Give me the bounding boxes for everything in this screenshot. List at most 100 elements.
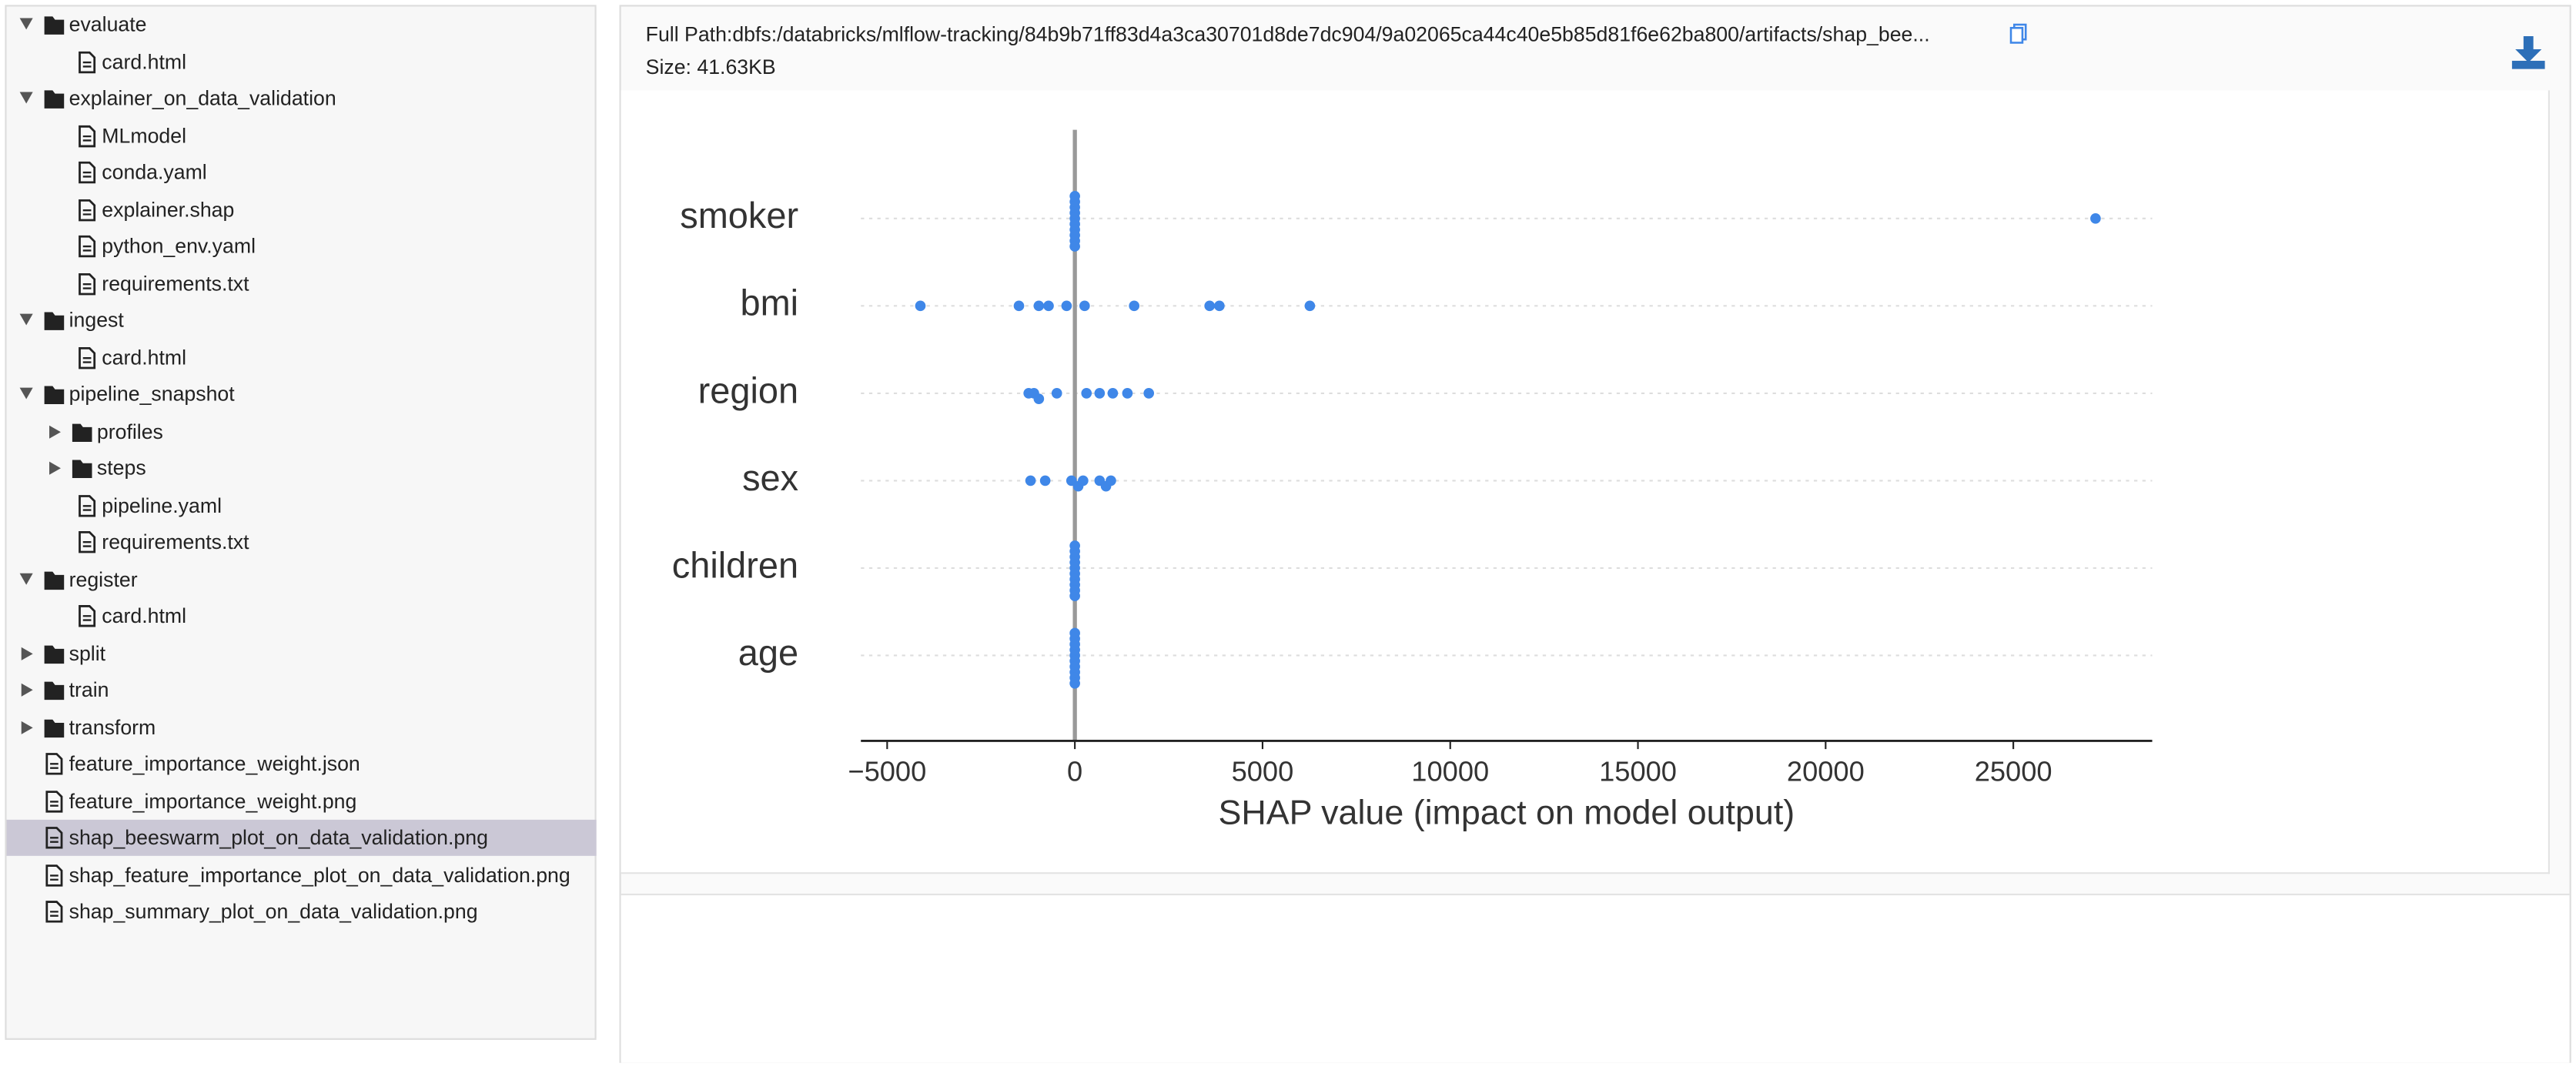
folder-icon — [44, 386, 65, 404]
expand-caret[interactable] — [49, 461, 61, 475]
shap-point — [1079, 300, 1090, 312]
shap-point — [1069, 241, 1080, 252]
shap-point — [1122, 388, 1133, 399]
tree-label[interactable]: ingest — [69, 309, 124, 333]
tree-label[interactable]: MLmodel — [102, 124, 187, 147]
tree-label[interactable]: shap_beeswarm_plot_on_data_validation.pn… — [69, 826, 488, 850]
tree-label[interactable]: feature_importance_weight.png — [69, 789, 357, 813]
tree-label[interactable]: card.html — [102, 50, 187, 73]
tree-label[interactable]: conda.yaml — [102, 161, 207, 185]
tree-label[interactable]: evaluate — [69, 13, 147, 36]
folder-shape — [72, 460, 92, 478]
file-shape — [79, 161, 96, 184]
tree-row[interactable]: requirements.txt — [7, 266, 597, 302]
tree-label[interactable]: shap_summary_plot_on_data_validation.png — [69, 900, 478, 924]
file-icon — [79, 494, 96, 517]
tree-row[interactable]: pipeline_snapshot — [7, 376, 597, 413]
tree-row[interactable]: register — [7, 561, 597, 597]
tree-label[interactable]: train — [69, 678, 109, 702]
tree-row[interactable]: transform — [7, 709, 597, 745]
folder-icon — [44, 681, 65, 701]
tree-row[interactable]: MLmodel — [7, 118, 597, 154]
tree-label[interactable]: pipeline.yaml — [102, 493, 222, 517]
expand-caret[interactable] — [19, 313, 33, 326]
x-tick-label: −5000 — [848, 756, 926, 787]
tree-row[interactable]: card.html — [7, 339, 597, 376]
expand-caret[interactable] — [19, 387, 33, 400]
tree-label[interactable]: card.html — [102, 346, 187, 369]
tree-row[interactable]: feature_importance_weight.json — [7, 746, 597, 782]
tree-row[interactable]: split — [7, 635, 597, 671]
copy-icon[interactable] — [2009, 23, 2029, 45]
tree-label[interactable]: explainer_on_data_validation — [69, 87, 336, 110]
file-icon — [45, 864, 63, 886]
file-lines — [82, 615, 92, 621]
tree-row[interactable]: shap_feature_importance_plot_on_data_val… — [7, 857, 597, 893]
tree-row[interactable]: feature_importance_weight.png — [7, 783, 597, 819]
tree-row[interactable]: explainer_on_data_validation — [7, 81, 597, 117]
tree-row[interactable]: train — [7, 672, 597, 708]
shap-point — [1039, 475, 1051, 487]
tree-row[interactable]: shap_beeswarm_plot_on_data_validation.pn… — [6, 819, 597, 856]
expand-caret[interactable] — [21, 683, 33, 697]
tree-label[interactable]: split — [69, 641, 106, 665]
x-tick-label: 20000 — [1787, 756, 1865, 787]
artifact-view: Full Path:dbfs:/databricks/mlflow-tracki… — [619, 5, 2571, 1063]
download-icon[interactable] — [2511, 35, 2547, 71]
shap-point — [1025, 475, 1036, 487]
tree-row[interactable]: card.html — [7, 598, 597, 634]
tree-row[interactable]: ingest — [7, 303, 597, 339]
y-tick-label: smoker — [680, 196, 798, 236]
expand-caret[interactable] — [19, 92, 33, 104]
tree-row[interactable]: steps — [7, 450, 597, 487]
tree-label[interactable]: transform — [69, 715, 156, 739]
tree-label[interactable]: explainer.shap — [102, 198, 235, 222]
tree-label[interactable]: steps — [96, 456, 146, 480]
file-icon — [79, 272, 96, 295]
tree-row[interactable]: pipeline.yaml — [7, 487, 597, 523]
file-icon — [45, 827, 63, 849]
tree-label[interactable]: requirements.txt — [102, 530, 249, 554]
folder-shape — [44, 386, 65, 404]
tree-label[interactable]: card.html — [102, 604, 187, 628]
tree-row[interactable]: python_env.yaml — [7, 229, 597, 265]
tree-row[interactable]: profiles — [7, 413, 597, 450]
shap-point — [1069, 677, 1080, 689]
tree-label[interactable]: requirements.txt — [102, 272, 249, 296]
tree-row[interactable]: conda.yaml — [7, 155, 597, 191]
file-lines — [50, 763, 59, 769]
file-shape — [45, 901, 63, 923]
file-icon — [79, 235, 96, 258]
tree-row[interactable]: explainer.shap — [7, 192, 597, 228]
file-icon — [79, 531, 96, 553]
tree-label[interactable]: register — [69, 567, 138, 591]
tree-row[interactable]: card.html — [7, 44, 597, 80]
file-lines — [82, 504, 92, 510]
shap-point — [1081, 388, 1092, 399]
tree-label[interactable]: python_env.yaml — [102, 235, 256, 259]
expand-caret[interactable] — [21, 720, 33, 734]
file-icon — [79, 198, 96, 221]
file-shape — [45, 864, 63, 886]
tree-row[interactable]: evaluate — [7, 7, 597, 43]
expand-caret[interactable] — [49, 424, 61, 438]
y-tick-label: age — [738, 633, 798, 673]
file-lines — [50, 874, 59, 880]
x-tick-label: 25000 — [1975, 756, 2052, 787]
folder-shape — [44, 718, 65, 737]
expand-caret[interactable] — [21, 646, 33, 660]
tree-row[interactable]: requirements.txt — [7, 524, 597, 560]
expand-caret[interactable] — [19, 572, 33, 584]
expand-caret[interactable] — [19, 18, 33, 30]
tree-label[interactable]: feature_importance_weight.json — [69, 752, 360, 776]
shap-point — [1078, 475, 1089, 487]
tree-label[interactable]: shap_feature_importance_plot_on_data_val… — [69, 863, 570, 887]
shap-point — [1106, 475, 1116, 487]
tree-label[interactable]: pipeline_snapshot — [69, 383, 235, 406]
file-lines — [82, 541, 92, 547]
file-lines — [82, 60, 92, 67]
file-lines — [82, 282, 92, 289]
tree-label[interactable]: profiles — [96, 420, 163, 443]
x-tick-label: 15000 — [1599, 756, 1677, 787]
tree-row[interactable]: shap_summary_plot_on_data_validation.png — [7, 894, 597, 930]
